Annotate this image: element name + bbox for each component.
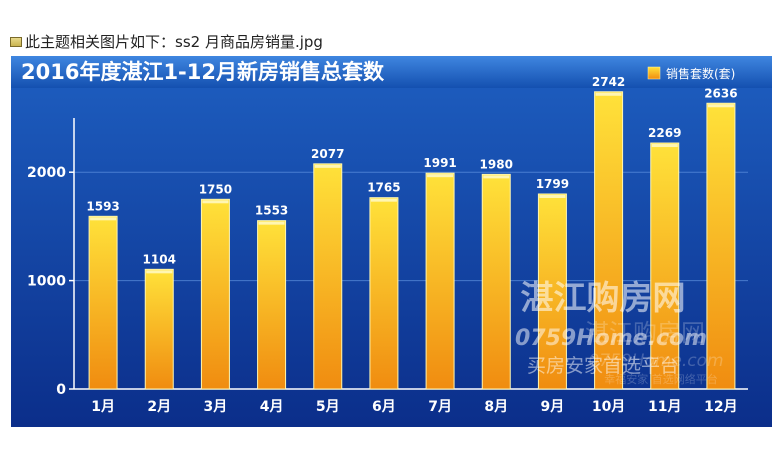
- bar: [537, 193, 567, 390]
- x-tick-label: 6月: [372, 399, 396, 415]
- x-tick-label: 8月: [484, 399, 508, 415]
- bar-value-label: 1553: [255, 204, 288, 218]
- bar-highlight: [258, 221, 285, 225]
- bar-value-label: 2636: [704, 86, 737, 100]
- x-tick-label: 10月: [592, 399, 625, 415]
- watermark-title: 湛江购房网: [521, 278, 686, 317]
- image-file-icon: [10, 37, 22, 47]
- y-tick-label: 1000: [27, 274, 66, 290]
- image-caption: 此主题相关图片如下：ss2 月商品房销量.jpg: [10, 30, 323, 52]
- sales-bar-chart: 2016年度湛江1-12月新房销售总套数 销售套数(套) 0 1000 2000 1…: [11, 56, 772, 427]
- bar-highlight: [483, 175, 510, 179]
- y-tick-label: 2000: [27, 165, 66, 181]
- x-tick-label: 7月: [428, 399, 452, 415]
- x-tick-label: 11月: [648, 399, 681, 415]
- watermark-slogan: 买房安家首选平台: [527, 355, 679, 377]
- y-tick-label: 0: [56, 382, 66, 398]
- bar-highlight: [90, 217, 117, 221]
- bar: [369, 197, 399, 390]
- bar-value-label: 1991: [423, 156, 456, 170]
- image-caption-text: 此主题相关图片如下：ss2 月商品房销量.jpg: [25, 32, 323, 51]
- bar: [650, 142, 680, 390]
- bar: [257, 220, 287, 390]
- watermark-url: 0759Home.com: [515, 326, 707, 351]
- x-tick-label: 9月: [541, 399, 565, 415]
- x-tick-label: 1月: [91, 399, 115, 415]
- bar: [706, 102, 736, 390]
- bar-highlight: [314, 164, 341, 168]
- bar-highlight: [595, 92, 622, 96]
- bar: [425, 172, 455, 390]
- watermark-title-faint: 湛江购房网: [585, 319, 705, 347]
- bar-highlight: [370, 198, 397, 202]
- bar: [144, 268, 174, 390]
- bar-value-label: 1765: [367, 181, 400, 195]
- bar-highlight: [651, 144, 678, 148]
- x-tick-label: 2月: [147, 399, 171, 415]
- bar: [88, 215, 118, 390]
- watermark: 湛江购房网 0759Home.com 买房安家首选平台 湛江购房网 0759Ho…: [515, 278, 724, 386]
- x-tick-label: 5月: [316, 399, 340, 415]
- legend-swatch: [647, 66, 661, 80]
- bar: [594, 91, 624, 390]
- bar: [200, 198, 230, 390]
- bar-value-label: 1104: [143, 252, 176, 266]
- bar-value-label: 1750: [199, 182, 232, 196]
- x-tick-label: 4月: [260, 399, 284, 415]
- watermark-slogan-faint: 幸福安家 首选网络平台: [604, 372, 718, 386]
- bar: [481, 173, 511, 390]
- bar: [313, 163, 343, 390]
- chart-header-band: [11, 56, 772, 88]
- bar-highlight: [427, 174, 454, 178]
- bar-highlight: [202, 200, 229, 204]
- bar-value-label: 2077: [311, 147, 344, 161]
- chart-panel: 2016年度湛江1-12月新房销售总套数 销售套数(套) 0 1000 2000 1…: [11, 56, 772, 427]
- bar-value-label: 2742: [592, 75, 625, 89]
- bar-value-label: 1593: [86, 199, 119, 213]
- legend-label: 销售套数(套): [666, 66, 735, 81]
- watermark-url-faint: 0759Home.com: [588, 351, 723, 371]
- chart-title: 2016年度湛江1-12月新房销售总套数: [21, 60, 385, 84]
- bar-value-label: 2269: [648, 126, 681, 140]
- x-tick-label: 12月: [704, 399, 737, 415]
- bar-value-label: 1980: [480, 157, 513, 171]
- x-tick-label: 3月: [204, 399, 228, 415]
- bar-highlight: [146, 270, 173, 274]
- bar-highlight: [539, 194, 566, 198]
- bar-value-label: 1799: [536, 177, 569, 191]
- bar-highlight: [707, 104, 734, 108]
